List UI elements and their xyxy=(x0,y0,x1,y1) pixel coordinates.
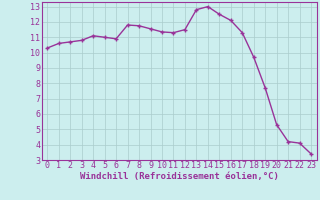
X-axis label: Windchill (Refroidissement éolien,°C): Windchill (Refroidissement éolien,°C) xyxy=(80,172,279,181)
